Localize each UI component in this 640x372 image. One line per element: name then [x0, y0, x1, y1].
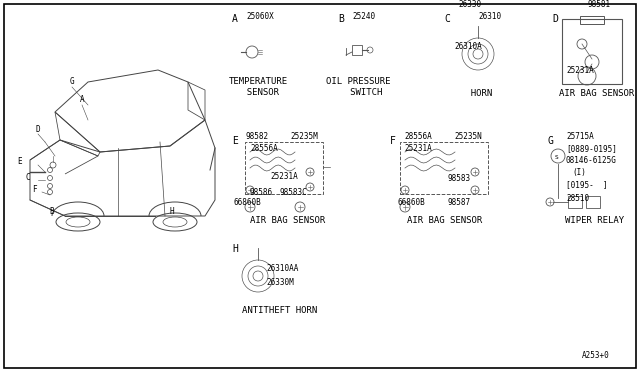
Text: H: H [170, 208, 174, 217]
Text: 25231A: 25231A [270, 172, 298, 181]
Text: D: D [552, 14, 558, 24]
Text: 25231A: 25231A [404, 144, 432, 153]
Text: B: B [338, 14, 344, 24]
Bar [245, 142, 323, 194]
Text: 25235N: 25235N [454, 132, 482, 141]
Text: F: F [32, 186, 36, 195]
Text: TEMPERATURE: TEMPERATURE [228, 77, 287, 86]
Text: 98583C: 98583C [280, 188, 308, 197]
Text: 25235M: 25235M [290, 132, 317, 141]
Text: 66860B: 66860B [398, 198, 426, 207]
Bar [352, 45, 362, 55]
Text: 98586: 98586 [250, 188, 273, 197]
Text: SENSOR: SENSOR [237, 88, 280, 97]
Text: F: F [390, 136, 396, 146]
Text: 98582: 98582 [246, 132, 269, 141]
Text: C: C [26, 173, 30, 183]
Text: 28556A: 28556A [250, 144, 278, 153]
Text: 26330: 26330 [458, 0, 481, 9]
Text: A: A [232, 14, 238, 24]
Text: AIR BAG SENSOR: AIR BAG SENSOR [559, 89, 635, 98]
Text: 25231A: 25231A [566, 66, 594, 75]
Text: 26310AA: 26310AA [266, 264, 298, 273]
Bar [562, 19, 622, 84]
Text: 25715A: 25715A [566, 132, 594, 141]
Text: ANTITHEFT HORN: ANTITHEFT HORN [243, 306, 317, 315]
Text: 98587: 98587 [448, 198, 471, 207]
Text: OIL PRESSURE: OIL PRESSURE [326, 77, 390, 86]
Text: 28556A: 28556A [404, 132, 432, 141]
Text: AIR BAG SENSOR: AIR BAG SENSOR [408, 216, 483, 225]
Text: 28510: 28510 [566, 194, 589, 203]
Text: 98581: 98581 [588, 0, 611, 9]
Text: B: B [50, 208, 54, 217]
Text: E: E [232, 136, 238, 146]
Text: 25240: 25240 [352, 12, 375, 21]
Text: C: C [444, 14, 450, 24]
Text: G: G [70, 77, 74, 87]
Bar [568, 196, 582, 208]
Text: E: E [18, 157, 22, 167]
Text: (I): (I) [572, 168, 586, 177]
Text: [0889-0195]: [0889-0195] [566, 144, 617, 153]
Text: D: D [36, 125, 40, 135]
Text: 26330M: 26330M [266, 278, 294, 287]
Text: 66860B: 66860B [234, 198, 262, 207]
Text: WIPER RELAY: WIPER RELAY [565, 216, 625, 225]
Bar [580, 16, 604, 24]
Text: [0195-  ]: [0195- ] [566, 180, 607, 189]
Text: A: A [80, 96, 84, 105]
Text: 08146-6125G: 08146-6125G [566, 156, 617, 165]
Text: H: H [232, 244, 238, 254]
Text: 98583: 98583 [448, 174, 471, 183]
Text: SWITCH: SWITCH [334, 88, 382, 97]
Text: G: G [548, 136, 554, 146]
Text: HORN: HORN [460, 89, 492, 98]
Text: A253+0: A253+0 [582, 351, 610, 360]
Text: 26310: 26310 [478, 12, 501, 21]
Text: 25060X: 25060X [246, 12, 274, 21]
Text: AIR BAG SENSOR: AIR BAG SENSOR [250, 216, 326, 225]
Bar [400, 142, 488, 194]
Bar [586, 196, 600, 208]
Text: 26310A: 26310A [454, 42, 482, 51]
Text: S: S [555, 155, 559, 160]
